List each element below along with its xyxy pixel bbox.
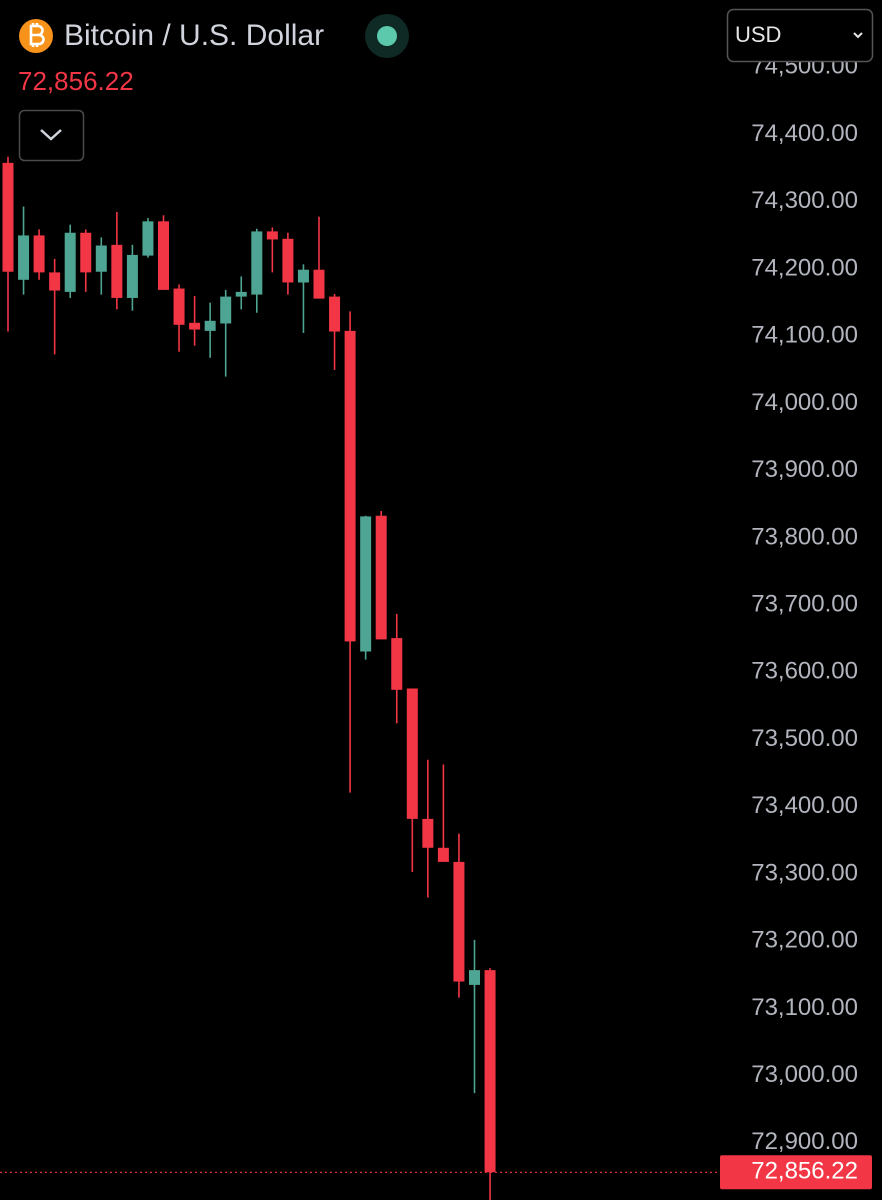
candle-body	[297, 269, 309, 283]
y-tick-label: 74,400.00	[751, 120, 858, 147]
candle-body	[437, 847, 449, 862]
y-tick-label: 73,600.00	[751, 658, 858, 685]
candle-body	[406, 688, 418, 819]
candle-body	[344, 330, 356, 642]
candle-body	[49, 272, 61, 291]
candle-body	[484, 970, 496, 1173]
candle-body	[375, 515, 387, 640]
y-axis: 72,900.00 73,000.00 73,100.00 73,200.00 73,3…	[720, 53, 872, 1190]
candle-body	[189, 322, 201, 330]
candle-body	[173, 288, 185, 325]
y-tick-label: 74,300.00	[751, 187, 858, 214]
candle-body	[142, 221, 154, 256]
candle-body	[64, 232, 76, 292]
chevron-icon	[40, 129, 62, 141]
last-price-badge-label: 72,856.22	[751, 1158, 858, 1185]
candle-body	[220, 296, 232, 324]
last-price: 72,856.22	[18, 66, 134, 96]
y-tick-label: 73,700.00	[751, 590, 858, 617]
candle-body	[18, 235, 30, 280]
y-tick-label: 73,200.00	[751, 927, 858, 954]
y-tick-label: 73,400.00	[751, 792, 858, 819]
candle-body	[158, 221, 169, 290]
y-tick-label: 74,000.00	[751, 389, 858, 416]
chart-title: Bitcoin / U.S. Dollar	[64, 19, 324, 52]
candle-body	[111, 244, 123, 298]
candle-body	[235, 291, 247, 297]
y-tick-label: 73,900.00	[751, 456, 858, 483]
y-tick-label: 73,800.00	[751, 523, 858, 550]
candle-body	[453, 861, 465, 982]
candle-body	[95, 245, 107, 272]
candle-body	[33, 235, 45, 273]
candle-body	[422, 818, 434, 848]
candle-body	[266, 231, 278, 240]
candle-body	[282, 238, 294, 283]
y-tick-label: 74,200.00	[751, 254, 858, 281]
candle-body	[126, 254, 138, 298]
candle-body	[360, 516, 372, 652]
plot-area	[0, 156, 720, 1200]
candle-body	[469, 970, 480, 985]
candle-body	[204, 320, 216, 331]
y-tick-label: 72,900.00	[751, 1128, 858, 1155]
candle-body	[313, 269, 325, 299]
status-dot	[377, 26, 397, 46]
y-tick-label: 74,100.00	[751, 322, 858, 349]
candle-body	[80, 232, 92, 273]
y-tick-label: 73,100.00	[751, 994, 858, 1021]
candle-body	[391, 638, 403, 690]
candle-body	[329, 296, 341, 332]
collapse-button[interactable]	[18, 109, 85, 162]
currency-select[interactable]	[726, 8, 874, 63]
y-tick-label: 73,300.00	[751, 859, 858, 886]
select-chevron	[853, 32, 863, 39]
coin-glyph	[29, 23, 45, 47]
currency-label: USD	[735, 22, 781, 47]
y-tick-label: 73,500.00	[751, 725, 858, 752]
y-tick-label: 73,000.00	[751, 1061, 858, 1088]
header: Bitcoin / U.S. Dollar 72,856.22 USD	[18, 8, 874, 162]
candle-body	[251, 231, 263, 295]
last-price-badge	[720, 1155, 872, 1190]
candle-body	[2, 162, 14, 272]
